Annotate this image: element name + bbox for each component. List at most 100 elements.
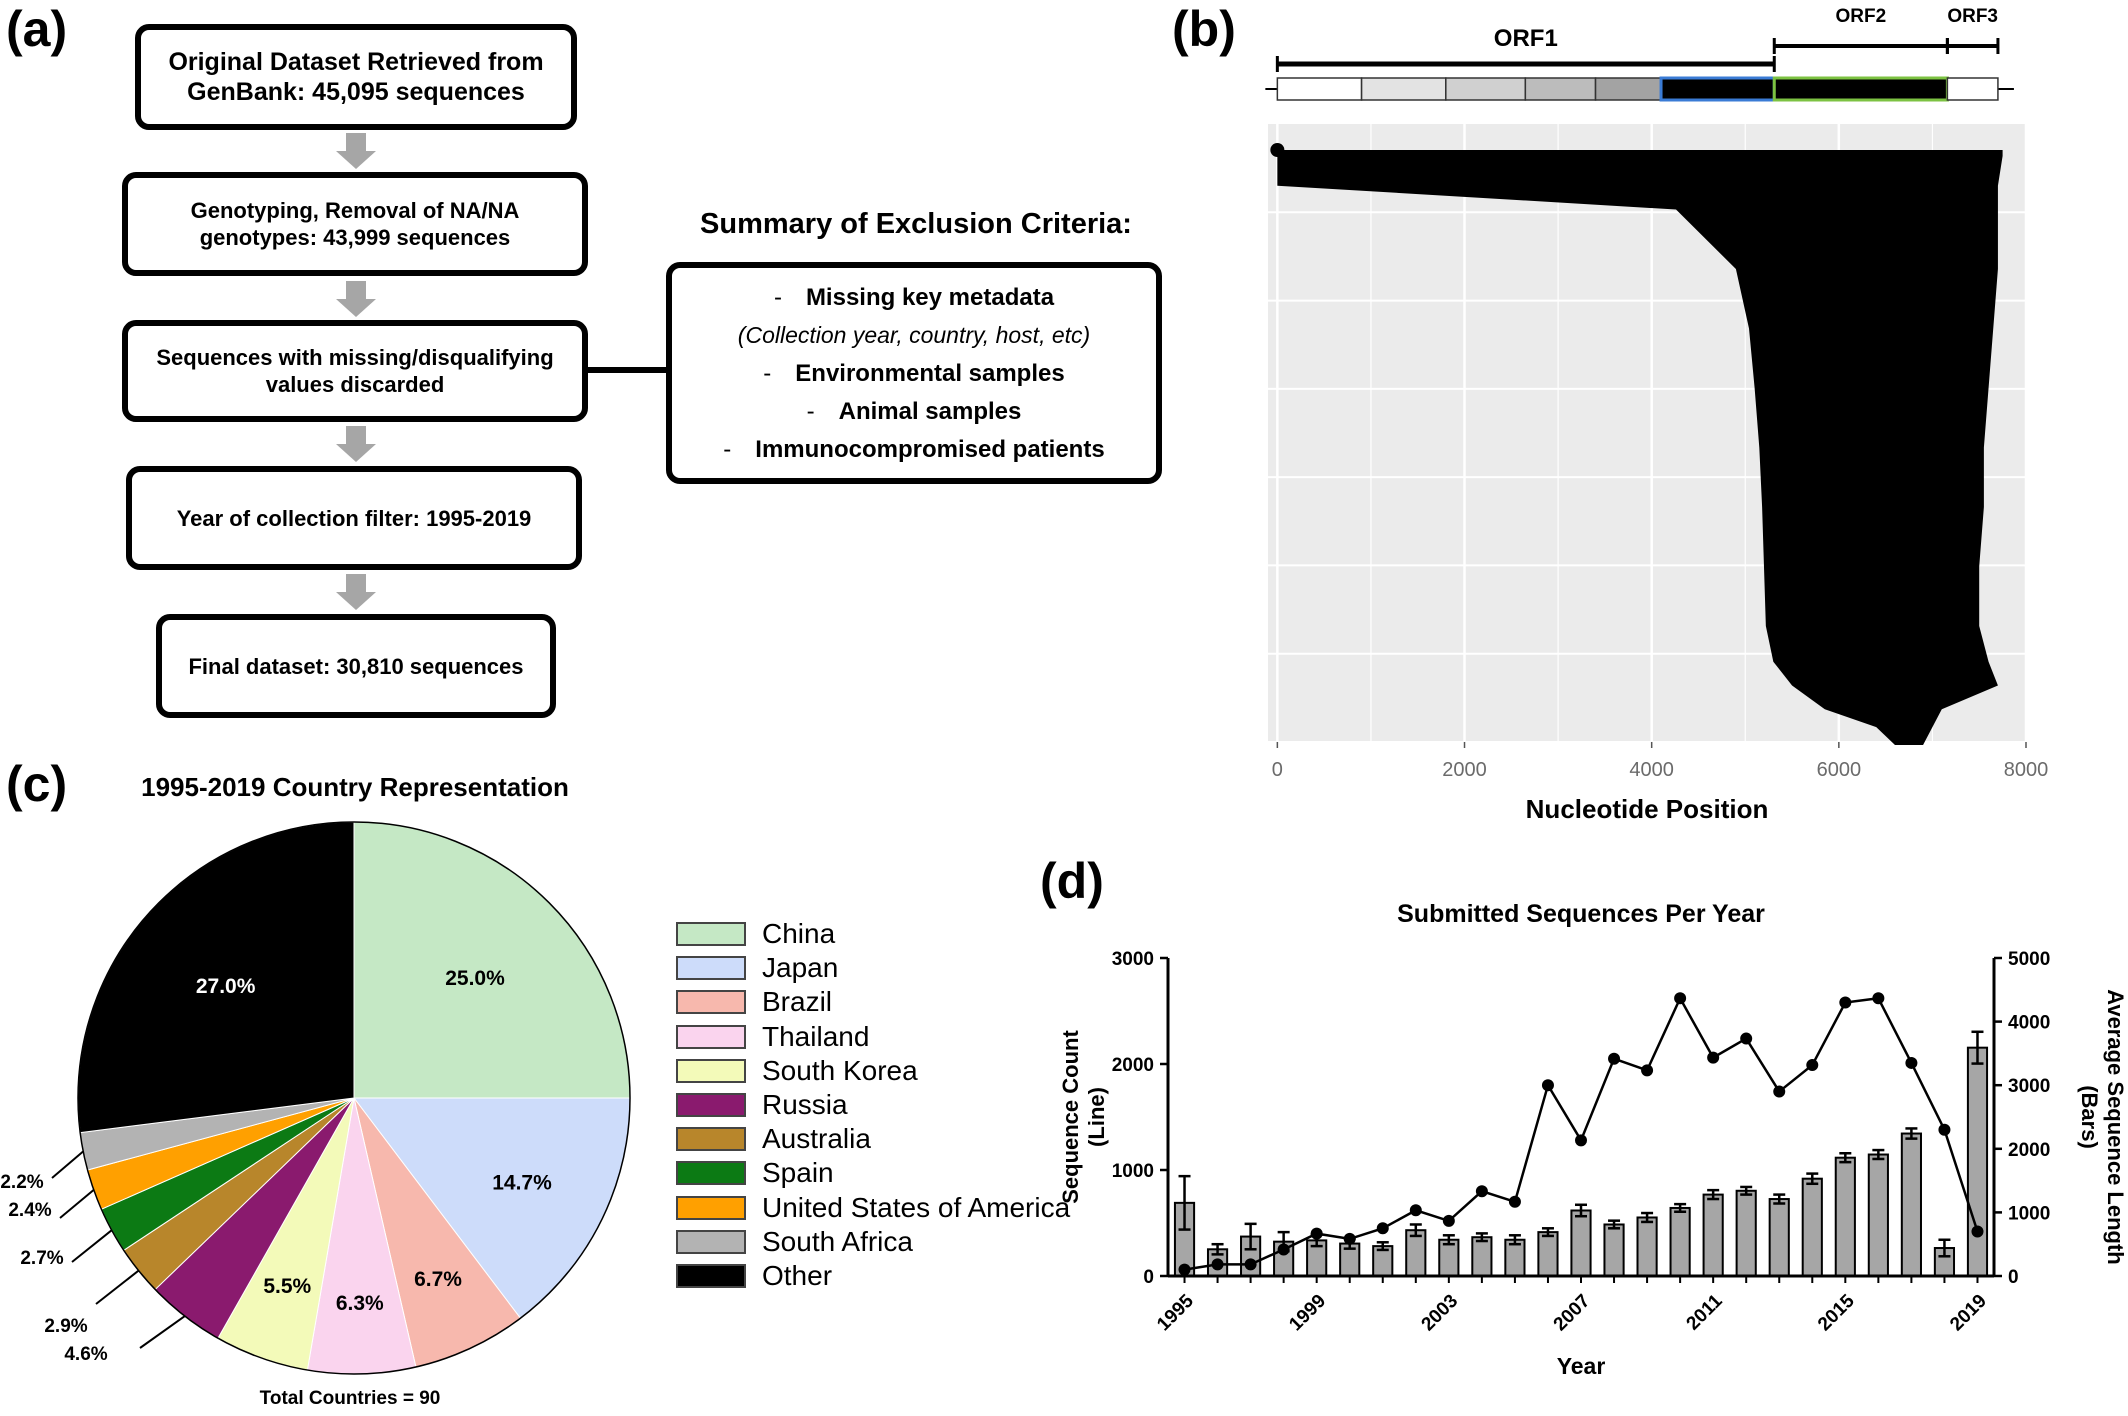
flow-box-missing-values: Sequences with missing/disqualifying valu… — [122, 320, 588, 422]
bar — [1570, 1209, 1592, 1277]
x-axis-label: Nucleotide Position — [1526, 794, 1769, 824]
pie-title: 1995-2019 Country Representation — [141, 772, 569, 802]
pie-slice-label: 25.0% — [445, 967, 505, 990]
flow-arrow — [336, 426, 376, 462]
legend-item: Russia — [676, 1089, 848, 1121]
bar — [1702, 1193, 1724, 1278]
criterion-text: Environmental samples — [795, 360, 1065, 387]
x-tick-label: 2007 — [1550, 1291, 1595, 1336]
bar — [1834, 1156, 1856, 1277]
exclusion-criteria-box: - Missing key metadata (Collection year, … — [666, 262, 1162, 484]
flow-box-text: Year of collection filter: 1995-2019 — [176, 505, 532, 531]
legend-label: Russia — [762, 1089, 848, 1120]
y-tick-label: 0 — [1143, 1267, 1154, 1288]
y-tick-label: 3000 — [1112, 949, 1154, 970]
bar — [1240, 1235, 1262, 1277]
line-point — [1442, 1214, 1455, 1227]
y2-tick-label: 5000 — [2008, 949, 2050, 970]
x-axis: 0 2000 4000 6000 8000 — [1272, 742, 2048, 781]
criterion-item: - Animal samples — [672, 398, 1156, 426]
genome-segment — [1524, 77, 1597, 101]
legend-label: Thailand — [762, 1020, 870, 1052]
bar — [1603, 1223, 1625, 1278]
criterion-note: (Collection year, country, host, etc) — [672, 322, 1156, 349]
legend-swatch — [676, 1127, 746, 1152]
x-tick-label: 6000 — [1817, 759, 1862, 781]
line-point — [1475, 1185, 1488, 1198]
line-point — [1244, 1258, 1257, 1271]
legend-swatch — [676, 1093, 746, 1117]
criterion-text: Missing key metadata — [805, 284, 1055, 311]
line-point — [1707, 1051, 1720, 1064]
axes: 0 1000 2000 3000 0 1000 2000 3000 4000 5000 1995 19… — [1112, 949, 2051, 1335]
pie-leader-line — [95, 1269, 140, 1305]
line-point — [1641, 1064, 1654, 1077]
bar — [1339, 1242, 1361, 1277]
x-tick-label: 2019 — [1946, 1291, 1991, 1336]
bars — [1173, 1046, 1989, 1278]
flow-box-text: Genotyping, Removal of NA/NA — [190, 198, 520, 223]
legend-label: Brazil — [762, 986, 833, 1018]
legend-item: Spain — [676, 1157, 834, 1189]
legend-label: Australia — [762, 1123, 871, 1155]
pie-note: Total Countries = 90 — [259, 1388, 441, 1409]
bar — [1372, 1245, 1394, 1278]
legend-label: United States of America — [762, 1191, 1071, 1223]
line-point — [1211, 1258, 1224, 1271]
criterion-item: - Missing key metadata — [672, 284, 1156, 312]
coverage-area — [1277, 150, 2003, 745]
line-point — [1508, 1195, 1521, 1208]
legend-label: South Africa — [762, 1225, 913, 1257]
legend-label: China — [762, 918, 836, 949]
criterion-dash: - — [723, 436, 732, 463]
x-tick-label: 4000 — [1629, 759, 1674, 781]
criterion-dash: - — [773, 284, 782, 311]
legend-item: China — [676, 918, 835, 950]
pie-leader-line — [59, 1189, 95, 1219]
flow-box-text: GenBank: 45,095 sequences — [187, 78, 525, 106]
pie-slice-label: 2.4% — [8, 1200, 51, 1221]
line-point — [1575, 1134, 1587, 1147]
legend-label: South Korea — [762, 1054, 918, 1086]
panel-label-a: (a) — [6, 1, 68, 57]
bar — [1768, 1198, 1790, 1277]
flow-arrow — [336, 574, 376, 610]
grid — [1268, 124, 2028, 743]
legend-swatch — [676, 1058, 746, 1083]
genome-segment — [1360, 77, 1447, 101]
legend-label: Japan — [762, 952, 839, 984]
criterion-dash: - — [806, 398, 815, 425]
y2-tick-label: 2000 — [2008, 1140, 2050, 1161]
pie-slice-label: 2.7% — [20, 1248, 63, 1269]
legend-swatch — [676, 956, 746, 981]
y-tick-label: 1000 — [1112, 1161, 1154, 1182]
flow-box-year-filter: Year of collection filter: 1995-2019 — [126, 466, 582, 570]
orf-label: ORF3 — [1947, 6, 1998, 27]
flow-box-text: Sequences with missing/disqualifying — [156, 345, 554, 370]
criterion-item: - Environmental samples — [672, 360, 1156, 388]
pie-leader-line — [139, 1315, 186, 1349]
pie-leader-line — [51, 1150, 84, 1179]
legend-item: Japan — [676, 952, 838, 984]
summary-title: Summary of Exclusion Criteria: — [700, 208, 1132, 240]
x-tick-label: 2000 — [1442, 759, 1487, 781]
line-point — [1839, 996, 1852, 1009]
bar — [1636, 1216, 1658, 1278]
criterion-text: Immunocompromised patients — [755, 436, 1105, 463]
pie-slice-label: 6.7% — [414, 1268, 462, 1291]
flow-arrow — [336, 133, 376, 169]
pie-slice — [353, 821, 631, 1099]
pie-slice-label: 6.3% — [336, 1292, 384, 1315]
panel-label-b: (b) — [1172, 1, 1236, 57]
criterion-text: (Collection year, country, host, etc) — [737, 322, 1091, 348]
criterion-dash: - — [763, 360, 772, 387]
bar — [1735, 1189, 1757, 1277]
legend-swatch — [676, 990, 746, 1015]
criterion-item: - Immunocompromised patients — [672, 436, 1156, 464]
chart-title: Submitted Sequences Per Year — [1397, 900, 1765, 928]
bar — [1405, 1229, 1427, 1278]
x-axis-label: Year — [1557, 1353, 1606, 1379]
count-line — [1178, 992, 1984, 1276]
line-point — [1905, 1056, 1918, 1069]
legend-item: Brazil — [676, 986, 832, 1018]
